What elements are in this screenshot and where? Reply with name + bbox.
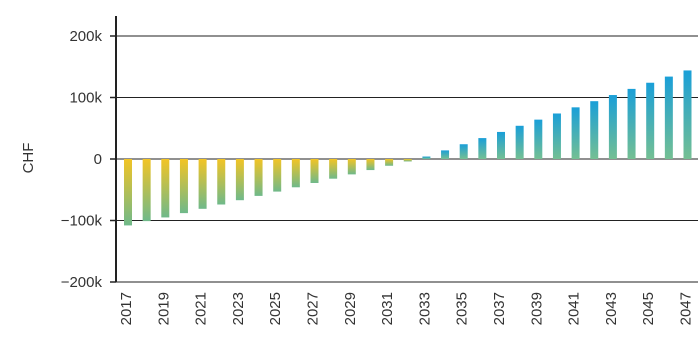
bar-2031 [385,159,394,166]
x-tick-label: 2027 [305,292,322,325]
bar-2044 [627,88,636,159]
bar-2041 [571,107,580,159]
bar-2043 [608,95,617,159]
bar-2039 [534,119,543,159]
x-tick-label: 2025 [267,292,284,325]
bar-2034 [441,150,450,159]
x-tick-label: 2017 [118,292,135,325]
bar-2040 [552,113,561,159]
x-tick-label: 2045 [640,292,657,325]
axes [110,16,117,283]
bar-2030 [366,159,375,171]
x-tick-label: 2035 [454,292,471,325]
x-tick-label: 2043 [603,292,620,325]
bars [124,70,692,226]
y-tick-label: 0 [94,151,102,168]
bar-2047 [683,70,692,159]
bar-2017 [124,159,132,226]
bar-2027 [310,159,319,183]
bar-2020 [179,159,188,214]
bar-2022 [217,159,226,205]
bar-2042 [590,101,599,159]
bar-2046 [664,76,673,159]
bar-2023 [235,159,244,201]
bar-2029 [347,159,356,175]
x-tick-label: 2039 [528,292,545,325]
x-tick-label: 2037 [491,292,508,325]
x-tick-label: 2029 [342,292,359,325]
y-tick-label: −100k [61,213,103,230]
bar-2036 [478,138,487,159]
y-tick-labels: 200k 100k 0 −100k −200k [61,28,103,291]
bar-2028 [329,159,338,179]
bar-2032 [403,159,412,162]
y-axis-label: CHF [20,143,37,174]
x-tick-label: 2031 [379,292,396,325]
bar-2018 [142,159,151,222]
x-tick-labels: 2017 2019 2021 2023 2025 2027 2029 2031 2033 2035… [118,292,695,325]
x-tick-label: 2021 [193,292,210,325]
bar-2033 [422,156,431,159]
bar-2019 [161,159,170,218]
bar-2045 [646,82,655,159]
y-tick-label: 200k [69,28,102,45]
x-tick-label: 2033 [416,292,433,325]
x-tick-label: 2019 [155,292,172,325]
bar-2037 [497,131,505,159]
bar-2021 [198,159,207,209]
bar-2035 [459,144,468,159]
x-tick-label: 2047 [678,292,695,325]
y-tick-label: −200k [61,274,103,291]
x-tick-label: 2023 [230,292,247,325]
bar-2024 [254,159,263,196]
bar-2026 [291,159,300,188]
x-tick-label: 2041 [566,292,583,325]
bar-2038 [515,125,524,159]
y-tick-label: 100k [69,90,102,107]
bar-2025 [273,159,282,192]
